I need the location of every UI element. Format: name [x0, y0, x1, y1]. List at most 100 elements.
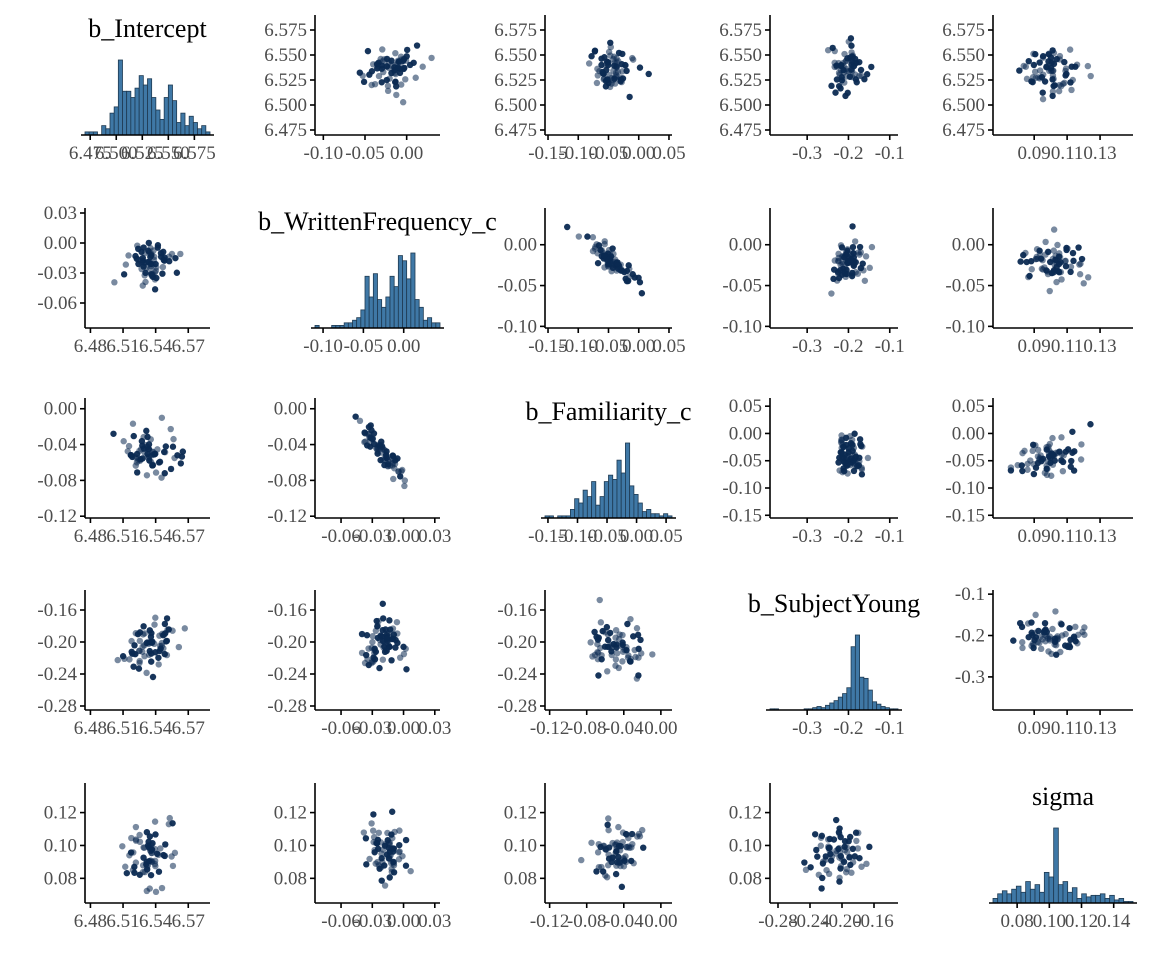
diag-title-b_WrittenFrequency_c: b_WrittenFrequency_c: [258, 207, 497, 236]
scatter-point: [626, 93, 633, 101]
scatter-point: [133, 255, 140, 262]
scatter-point: [374, 622, 381, 629]
x-tick-label: 0.00: [622, 143, 655, 164]
x-tick-label: 0.05: [652, 336, 685, 357]
x-tick-label: -0.1: [875, 526, 905, 547]
scatter-point: [170, 435, 177, 443]
scatter-point: [396, 654, 404, 661]
scatter-point: [615, 857, 623, 865]
hist-bar: [126, 90, 132, 136]
scatter-point: [633, 833, 641, 840]
hist-bar: [1085, 896, 1092, 904]
hist-bar: [1062, 881, 1069, 904]
x-tick-label: -0.12: [530, 718, 570, 739]
scatter-point: [603, 66, 610, 74]
scatter-point: [378, 877, 385, 884]
scatter-point: [130, 663, 137, 670]
y-tick-label: 0.10: [44, 835, 77, 856]
scatter-point: [842, 265, 849, 272]
hist-bar: [117, 59, 123, 136]
scatter-point: [1050, 451, 1057, 459]
panel-r2-c1: 0.00-0.04-0.08-0.12-0.06-0.030.000.03: [267, 398, 451, 547]
y-tick-label: 6.575: [942, 20, 985, 41]
scatter-point: [1061, 79, 1068, 87]
hist-bar: [397, 255, 403, 329]
y-tick-label: -0.03: [37, 263, 77, 284]
scatter-point: [1019, 639, 1026, 646]
scatter-point: [1049, 625, 1056, 633]
x-tick-label: -0.2: [833, 143, 863, 164]
x-tick-label: -0.1: [875, 143, 905, 164]
scatter-point: [384, 87, 392, 95]
scatter-point: [143, 669, 150, 677]
hist-bar: [1053, 827, 1059, 904]
y-tick-label: 6.575: [494, 20, 537, 41]
scatter-point: [866, 843, 873, 851]
scatter-point: [862, 253, 870, 260]
y-tick-label: 0.05: [729, 396, 762, 417]
x-tick-label: -0.10: [304, 143, 344, 164]
panel-r4-c0: 0.12 0.10 0.08 6.48 6.51 6.54 6.57: [44, 783, 210, 932]
x-tick-label: -0.2: [833, 718, 863, 739]
x-tick-label: 6.54: [139, 718, 173, 739]
x-tick-label: 6.54: [139, 526, 173, 547]
scatter-point: [1070, 257, 1077, 265]
hist-bar: [846, 687, 852, 711]
scatter-point: [623, 67, 630, 75]
scatter-point: [1041, 620, 1049, 627]
x-tick-label: 0.00: [622, 336, 655, 357]
scatter-point: [597, 619, 605, 626]
x-tick-label: 6.575: [173, 143, 216, 164]
scatter-point: [147, 265, 154, 272]
scatter-point: [575, 233, 583, 240]
hist-bar: [633, 494, 639, 519]
scatter-point: [157, 845, 164, 852]
scatter-point: [595, 840, 602, 848]
x-tick-label: 0.00: [387, 911, 420, 932]
scatter-point: [148, 271, 156, 279]
scatter-point: [139, 442, 146, 449]
scatter-point: [1069, 428, 1076, 435]
scatter-point: [836, 825, 843, 832]
panel-r1-c2: 0.00-0.05-0.10-0.15-0.10-0.050.000.05: [497, 208, 686, 357]
hist-bar: [586, 496, 592, 519]
scatter-point: [857, 440, 864, 448]
scatter-point: [609, 76, 617, 84]
scatter-point: [152, 469, 160, 476]
scatter-point: [832, 850, 840, 857]
y-tick-label: 6.500: [719, 95, 762, 116]
scatter-point: [1029, 74, 1037, 81]
scatter-point: [362, 835, 370, 842]
scatter-point: [612, 870, 620, 878]
y-tick-label: -0.05: [722, 276, 762, 297]
y-tick-label: 0.00: [729, 235, 762, 256]
scatter-point: [846, 853, 854, 861]
x-tick-label: -0.20: [822, 911, 862, 932]
x-tick-label: 0.09: [1018, 143, 1051, 164]
hist-bar: [629, 485, 635, 519]
scatter-point: [1049, 88, 1057, 95]
y-tick-label: 0.12: [274, 803, 307, 824]
hist-bar: [151, 97, 157, 136]
scatter-point: [840, 858, 848, 866]
scatter-point: [831, 47, 838, 55]
scatter-point: [1079, 628, 1086, 636]
scatter-point: [1074, 640, 1081, 647]
scatter-point: [848, 42, 855, 49]
scatter-point: [122, 261, 130, 268]
scatter-point: [136, 838, 144, 846]
hist-bar: [1090, 894, 1097, 904]
panel-r2-c2: -0.15-0.10-0.050.000.05 b_Familiarity_c: [525, 397, 691, 547]
scatter-point: [389, 808, 396, 815]
scatter-point: [158, 884, 166, 892]
y-tick-label: 0.12: [44, 803, 77, 824]
scatter-point: [162, 841, 169, 848]
scatter-point: [1038, 457, 1045, 465]
scatter-point: [402, 645, 409, 652]
scatter-point: [854, 845, 862, 852]
y-tick-label: 6.500: [942, 95, 985, 116]
hist-bar: [393, 286, 399, 329]
y-tick-label: 6.550: [264, 45, 307, 66]
scatter-point: [838, 449, 845, 456]
scatter-point: [386, 874, 393, 881]
